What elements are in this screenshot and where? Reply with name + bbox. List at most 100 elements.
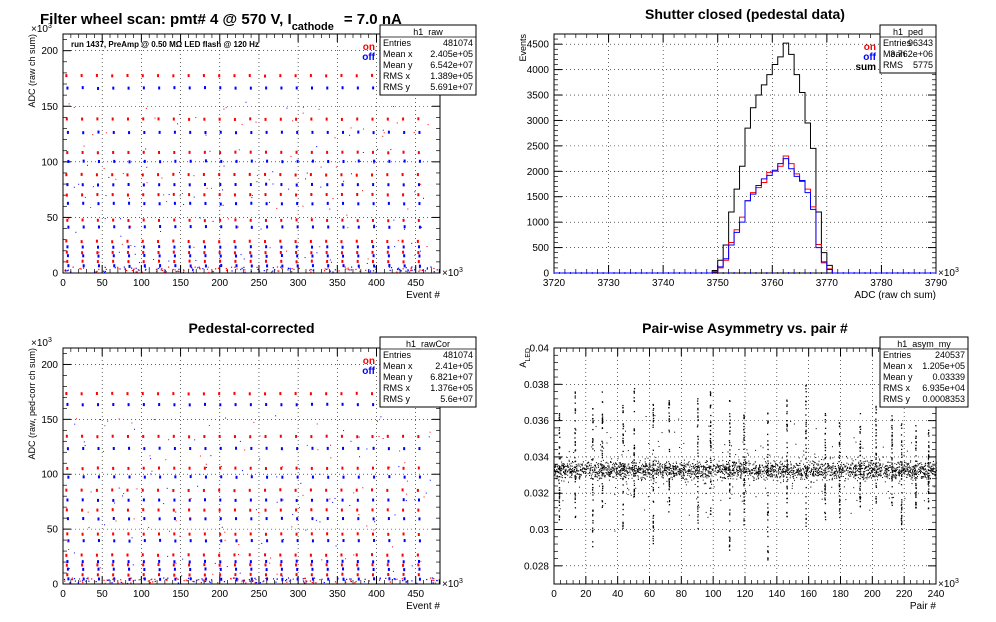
point: [697, 471, 699, 473]
point-transition: [209, 150, 211, 152]
point-on: [402, 466, 405, 470]
point-transition: [319, 246, 321, 248]
point: [573, 469, 575, 471]
point: [696, 473, 698, 475]
point: [636, 468, 638, 470]
point-off: [402, 245, 405, 249]
point: [854, 475, 856, 477]
point: [668, 462, 670, 464]
point: [866, 478, 868, 480]
point: [861, 462, 863, 464]
point-off: [388, 159, 391, 163]
point-on: [142, 466, 145, 470]
point: [785, 465, 787, 467]
point: [914, 470, 916, 472]
point-on: [279, 434, 282, 438]
point-transition: [358, 514, 360, 516]
point-baseline: [334, 269, 336, 271]
point: [583, 467, 585, 469]
point: [742, 463, 744, 465]
point-on: [80, 488, 83, 492]
point: [628, 474, 630, 476]
point: [728, 464, 730, 466]
point-transition: [243, 258, 245, 260]
point: [619, 470, 621, 472]
point: [817, 475, 819, 477]
point: [676, 474, 678, 476]
point: [712, 469, 714, 471]
point: [589, 469, 591, 471]
point-on: [310, 532, 313, 536]
point-on: [188, 193, 191, 197]
point: [613, 462, 615, 464]
point-on: [249, 435, 252, 439]
point: [667, 466, 669, 468]
point: [776, 477, 778, 479]
point-off: [280, 447, 283, 451]
point-transition: [268, 179, 270, 181]
point-on: [371, 532, 374, 536]
point: [924, 475, 926, 477]
point: [849, 466, 851, 468]
point-baseline: [104, 266, 106, 268]
point: [797, 470, 799, 472]
y-axis-title: ADC (raw, ped-corr ch sum): [27, 348, 37, 460]
point: [652, 462, 654, 464]
point-transition: [175, 562, 177, 564]
point-on: [218, 193, 221, 197]
point: [819, 466, 821, 468]
point-on: [218, 553, 221, 557]
point: [798, 469, 800, 471]
point-off: [82, 517, 85, 521]
point: [727, 461, 729, 463]
point: [875, 472, 877, 474]
point-baseline: [138, 579, 140, 581]
point: [674, 474, 676, 476]
point: [669, 473, 671, 475]
point: [870, 475, 872, 477]
point: [711, 483, 713, 485]
point: [582, 470, 584, 472]
x-tick-label: 240: [928, 589, 945, 600]
point: [907, 466, 909, 468]
point-off: [219, 567, 222, 571]
point: [767, 475, 769, 477]
point: [643, 465, 645, 467]
point-baseline: [315, 582, 317, 584]
point-off: [159, 538, 162, 542]
point: [859, 464, 861, 466]
point-off: [357, 202, 360, 206]
point: [678, 473, 680, 475]
point: [717, 479, 719, 481]
point: [740, 462, 742, 464]
point: [860, 465, 862, 467]
point-on: [142, 218, 145, 222]
point: [835, 470, 837, 472]
point: [866, 466, 868, 468]
point: [612, 467, 614, 469]
point: [665, 472, 667, 474]
point: [731, 461, 733, 463]
point: [880, 467, 882, 469]
point: [775, 462, 777, 464]
x-axis-title: Event #: [406, 601, 440, 612]
point: [585, 466, 587, 468]
point: [580, 473, 582, 475]
point-on: [65, 553, 68, 557]
point: [708, 466, 710, 468]
point: [748, 470, 750, 472]
point-off: [250, 577, 253, 581]
point: [615, 475, 617, 477]
point-transition: [68, 549, 70, 551]
point-transition: [345, 558, 347, 560]
point-baseline: [103, 271, 106, 273]
point-on: [65, 239, 68, 243]
point: [842, 466, 844, 468]
point-baseline: [96, 270, 98, 272]
point: [620, 463, 622, 465]
point: [781, 457, 783, 459]
point-off: [265, 568, 268, 572]
point: [812, 473, 814, 475]
point-on: [249, 508, 252, 512]
point-baseline: [245, 582, 247, 584]
